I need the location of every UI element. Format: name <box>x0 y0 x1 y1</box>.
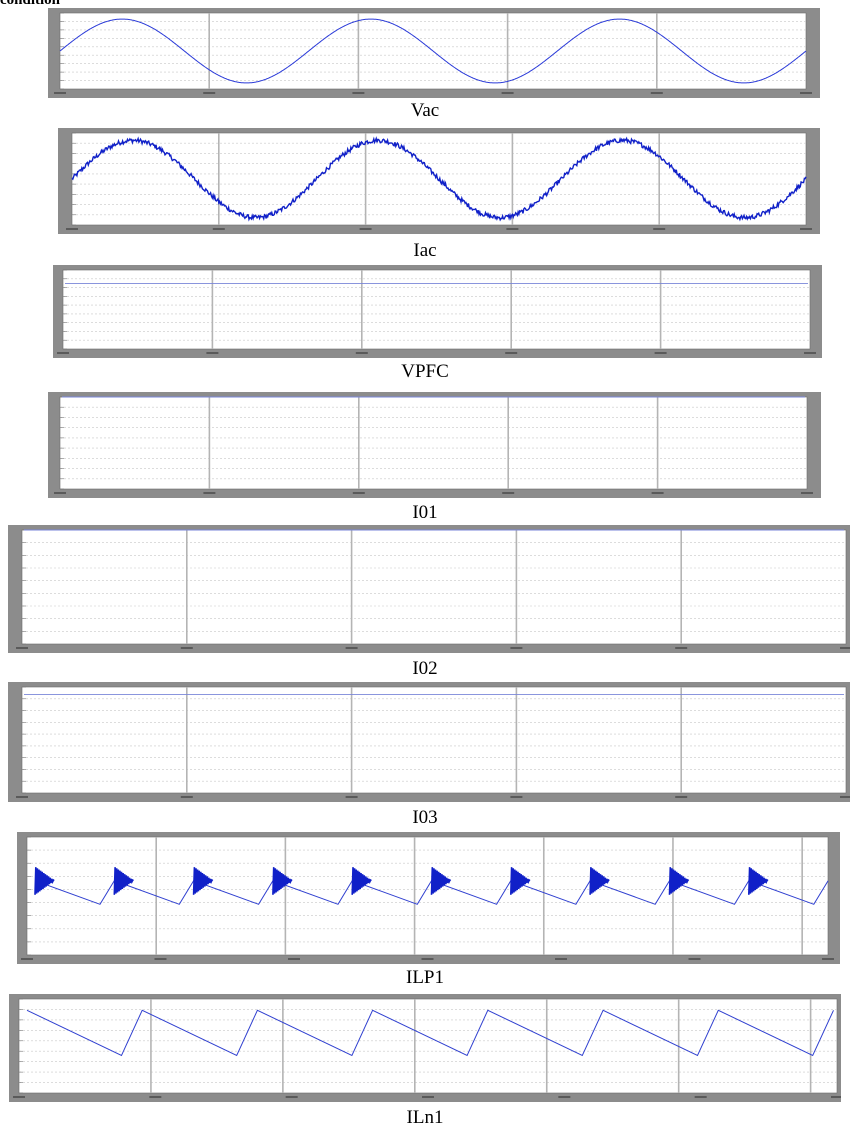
x-tick <box>804 352 816 354</box>
x-tick <box>180 647 193 649</box>
x-tick <box>421 958 434 960</box>
scope-plot-iln1 <box>9 994 841 1102</box>
plot-area <box>21 529 847 645</box>
x-tick <box>16 796 28 798</box>
x-tick <box>555 958 567 960</box>
waveform-panel-vac <box>48 8 820 98</box>
x-tick <box>54 92 66 94</box>
ringing-burst <box>510 867 531 895</box>
x-tick <box>212 228 225 230</box>
x-tick <box>203 92 216 94</box>
scope-plot-vpfc <box>53 265 822 358</box>
x-tick <box>651 492 664 494</box>
waveform-panel-i03 <box>8 682 850 802</box>
x-tick <box>66 228 78 230</box>
x-tick <box>688 958 701 960</box>
waveform-panel-i02 <box>8 525 850 653</box>
x-tick <box>21 958 33 960</box>
scope-plot-ilp1 <box>17 832 840 964</box>
x-tick <box>558 1096 571 1098</box>
plot-area <box>18 998 838 1094</box>
x-tick <box>13 1096 25 1098</box>
x-tick <box>501 92 514 94</box>
x-tick <box>675 647 688 649</box>
scope-plot-i02 <box>8 525 850 653</box>
plot-area <box>59 396 808 490</box>
waveform-panel-ilp1 <box>17 832 840 964</box>
x-tick <box>206 352 219 354</box>
caption-i01: I01 <box>412 502 438 523</box>
x-tick <box>675 796 688 798</box>
x-tick <box>840 647 850 649</box>
ringing-burst <box>351 867 372 895</box>
ringing-burst <box>113 867 134 895</box>
caption-vac: Vac <box>410 100 440 121</box>
x-tick <box>154 958 167 960</box>
x-tick <box>506 228 519 230</box>
x-tick <box>149 1096 162 1098</box>
ringing-burst <box>192 867 214 895</box>
x-tick <box>650 92 663 94</box>
section-heading: condition <box>0 0 61 8</box>
ringing-burst <box>748 867 769 895</box>
x-tick <box>345 796 358 798</box>
x-tick <box>180 796 193 798</box>
ringing-burst <box>430 867 452 895</box>
x-tick <box>352 92 365 94</box>
x-tick <box>422 1096 434 1098</box>
caption-i03: I03 <box>412 807 438 828</box>
x-tick <box>800 228 812 230</box>
waveform-panel-iac <box>58 128 820 234</box>
caption-i02: I02 <box>412 658 438 679</box>
ringing-burst <box>34 867 55 895</box>
scope-plot-i03 <box>8 682 850 802</box>
caption-ilp1: ILP1 <box>406 967 444 988</box>
x-tick <box>510 647 523 649</box>
x-tick <box>653 228 666 230</box>
plot-area <box>26 836 829 956</box>
x-tick <box>840 796 850 798</box>
trace-vac <box>59 18 807 84</box>
waveform-panel-vpfc <box>53 265 822 358</box>
x-tick <box>822 958 834 960</box>
trace-iln1 <box>26 1009 834 1057</box>
trace-iac <box>71 136 807 222</box>
caption-vpfc: VPFC <box>401 361 449 382</box>
ringing-burst <box>668 867 690 895</box>
x-tick <box>505 352 518 354</box>
plot-area <box>62 269 811 350</box>
x-tick <box>345 647 358 649</box>
ringing-burst <box>272 867 293 895</box>
ringing-burst <box>589 867 610 895</box>
x-tick <box>800 92 812 94</box>
waveform-panel-iln1 <box>9 994 841 1102</box>
x-tick <box>801 492 813 494</box>
x-tick <box>57 352 69 354</box>
x-tick <box>352 492 365 494</box>
x-tick <box>510 796 523 798</box>
plot-area <box>21 686 847 794</box>
x-tick <box>288 958 300 960</box>
waveform-panel-i01 <box>48 392 821 498</box>
scope-plot-iac <box>58 128 820 234</box>
x-tick <box>359 228 372 230</box>
x-tick <box>654 352 667 354</box>
x-tick <box>502 492 515 494</box>
x-tick <box>694 1096 707 1098</box>
scope-plot-vac <box>48 8 820 98</box>
x-tick <box>355 352 368 354</box>
caption-iac: Iac <box>413 240 437 261</box>
x-tick <box>831 1096 841 1098</box>
x-tick <box>203 492 216 494</box>
x-tick <box>54 492 66 494</box>
x-tick <box>285 1096 298 1098</box>
x-tick <box>16 647 28 649</box>
caption-iln1: ILn1 <box>406 1107 444 1128</box>
scope-plot-i01 <box>48 392 821 498</box>
